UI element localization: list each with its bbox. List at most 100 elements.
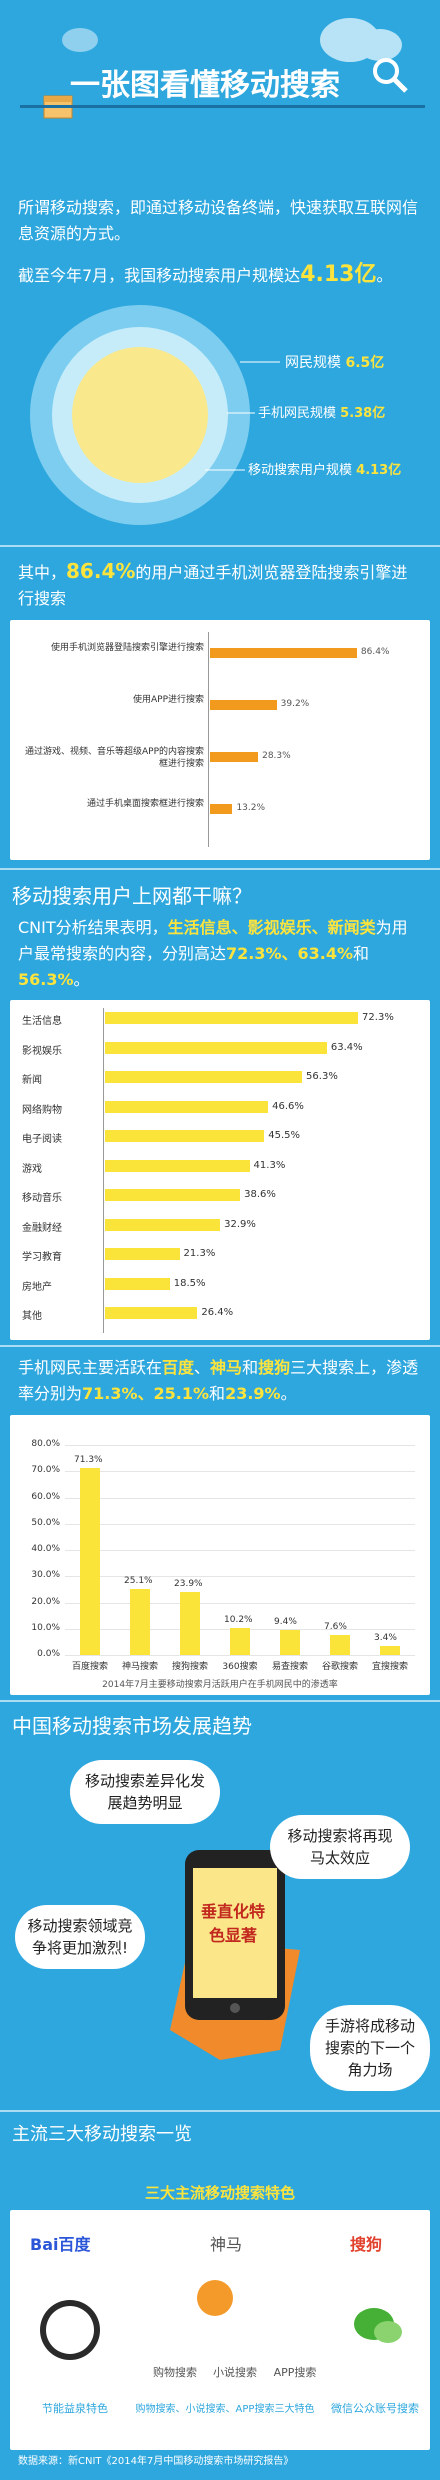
bar-value: 26.4%	[201, 1307, 234, 1318]
divider	[0, 868, 440, 870]
users-value: 4.13亿	[300, 262, 377, 287]
bar-value: 45.5%	[268, 1130, 301, 1141]
users-paragraph: 截至今年7月，我国移动搜索用户规模达4.13亿。	[18, 262, 422, 289]
gridline	[65, 1445, 415, 1446]
bar	[105, 1307, 198, 1319]
bar-value: 56.3%	[306, 1071, 338, 1082]
gridline	[65, 1576, 415, 1578]
ring-value-1: 5.38亿	[340, 406, 386, 421]
bar-value: 18.5%	[173, 1277, 206, 1289]
tick-label: 50.0%	[31, 1517, 60, 1528]
bar-value: 10.2%	[224, 1615, 253, 1626]
chart-caption: 2014年7月主要移动搜索月活跃用户在手机网民中的渗透率	[102, 1680, 338, 1690]
cloud-decoration-icon	[62, 18, 402, 62]
ring-label-1: 手机网民规模 5.38亿	[258, 406, 386, 421]
page-title: 一张图看懂移动搜索	[70, 68, 340, 103]
category-label: 搜狗搜索	[171, 1662, 208, 1672]
gridline	[65, 1655, 415, 1656]
baidu-logo: Bai百度	[30, 2235, 91, 2254]
bar	[280, 1630, 300, 1655]
penetration-chart-box: 80.0% 70.0% 60.0% 50.0% 40.0% 30.0% 20.0% 10.0%…	[10, 1415, 430, 1695]
ring-value-0: 6.5亿	[345, 355, 385, 371]
bar	[105, 1277, 170, 1290]
bar-label: 移动音乐	[22, 1193, 62, 1204]
tick-label: 10.0%	[31, 1622, 60, 1633]
trend-bubble-3: 移动搜索领域竞争将更加激烈!	[15, 1905, 145, 1969]
bar	[105, 1100, 269, 1113]
trend-bubble-1: 移动搜索差异化发展趋势明显	[70, 1760, 220, 1824]
bar-value: 38.6%	[244, 1189, 276, 1200]
browser-chart-box: 使用手机浏览器登陆搜索引擎进行搜索 86.4% 使用APP进行搜索 39.2% 通过游戏…	[10, 620, 430, 860]
bar-value: 28.3%	[262, 751, 291, 761]
category-label: 宜搜搜索	[371, 1662, 408, 1672]
shenma-item-2: APP搜索	[273, 2366, 317, 2379]
bar-value: 41.3%	[253, 1159, 286, 1171]
bar	[105, 1218, 221, 1231]
browser-paragraph: 其中，86.4%的用户通过手机浏览器登陆搜索引擎进行搜索	[18, 559, 408, 608]
header-section: 一张图看懂移动搜索	[0, 0, 440, 180]
bar-value: 39.2%	[280, 699, 310, 709]
bar-value: 46.6%	[272, 1100, 304, 1112]
tick-label: 0.0%	[37, 1649, 60, 1659]
bar	[210, 648, 357, 658]
bar-label: 通过游戏、视频、音乐等超级APP的内容搜索框进行搜索	[24, 747, 204, 769]
bar-label: 金融财经	[22, 1222, 62, 1234]
tick-label: 20.0%	[31, 1596, 60, 1607]
bar-value: 7.6%	[324, 1622, 347, 1633]
bar	[180, 1592, 200, 1655]
trend-heading: 中国移动搜索市场发展趋势	[12, 1714, 252, 1738]
gridline	[65, 1550, 415, 1551]
divider	[0, 545, 440, 547]
bar-label: 生活信息	[22, 1016, 62, 1027]
bar	[105, 1041, 327, 1054]
gridline	[65, 1602, 415, 1604]
bar-value: 32.9%	[224, 1218, 256, 1230]
phone-hand-illustration	[170, 1850, 300, 2060]
bar-value: 72.3%	[362, 1012, 394, 1023]
search-circle-icon	[40, 2300, 100, 2360]
tick-label: 40.0%	[31, 1544, 60, 1554]
chart-axis	[103, 1008, 104, 1333]
gridline	[65, 1523, 415, 1525]
bar	[330, 1635, 350, 1655]
sogou-feature: 微信公众账号搜索	[331, 2402, 419, 2415]
ring-label-0: 网民规模 6.5亿	[285, 355, 385, 371]
category-label: 易查搜索	[271, 1662, 308, 1672]
chart-axis	[208, 632, 209, 847]
bar-label: 新闻	[22, 1075, 42, 1086]
bar-label: 使用手机浏览器登陆搜索引擎进行搜索	[50, 643, 204, 653]
category-label: 360搜索	[222, 1662, 258, 1672]
divider	[0, 1345, 440, 1347]
divider	[0, 2110, 440, 2112]
bar-label: 游戏	[22, 1163, 42, 1175]
penetration-paragraph: 手机网民主要活跃在百度、神马和搜狗三大搜索上，渗透率分别为71.3%、25.1%…	[18, 1358, 419, 1403]
tick-label: 70.0%	[31, 1465, 60, 1476]
bar	[230, 1628, 250, 1655]
tick-label: 60.0%	[31, 1491, 60, 1502]
trend-bubble-4: 手游将成移动搜索的下一个角力场	[310, 2005, 430, 2091]
bar	[80, 1467, 100, 1655]
title-underline	[20, 105, 425, 108]
bar-label: 网络购物	[22, 1104, 62, 1116]
shenma-mascot-icon	[197, 2280, 233, 2316]
bar-value: 71.3%	[74, 1454, 103, 1465]
bar	[105, 1071, 303, 1083]
bar	[105, 1248, 180, 1260]
bar	[210, 752, 259, 762]
category-label: 百度搜索	[71, 1662, 108, 1672]
ring-value-2: 4.13亿	[356, 463, 402, 478]
bar-label: 通过手机桌面搜索框进行搜索	[86, 799, 204, 809]
bar-value: 86.4%	[360, 647, 390, 657]
shenma-logo: 神马	[210, 2235, 243, 2254]
bar-label: 影视娱乐	[22, 1045, 62, 1057]
usage-heading: 移动搜索用户上网都干嘛？	[12, 884, 252, 908]
bar-value: 21.3%	[183, 1248, 216, 1259]
users-prefix: 截至今年7月，我国移动搜索用户规模达	[18, 266, 301, 285]
ring-mobile-search	[72, 347, 208, 483]
source-note: 数据来源：新CNIT《2014年7月中国移动搜索市场研究报告》	[18, 2456, 294, 2467]
bar-value: 9.4%	[274, 1617, 297, 1628]
baidu-feature: 节能益泉特色	[42, 2402, 108, 2415]
bar-value: 13.2%	[236, 803, 266, 813]
shenma-item-0: 购物搜索	[153, 2366, 197, 2379]
bar	[380, 1646, 400, 1655]
